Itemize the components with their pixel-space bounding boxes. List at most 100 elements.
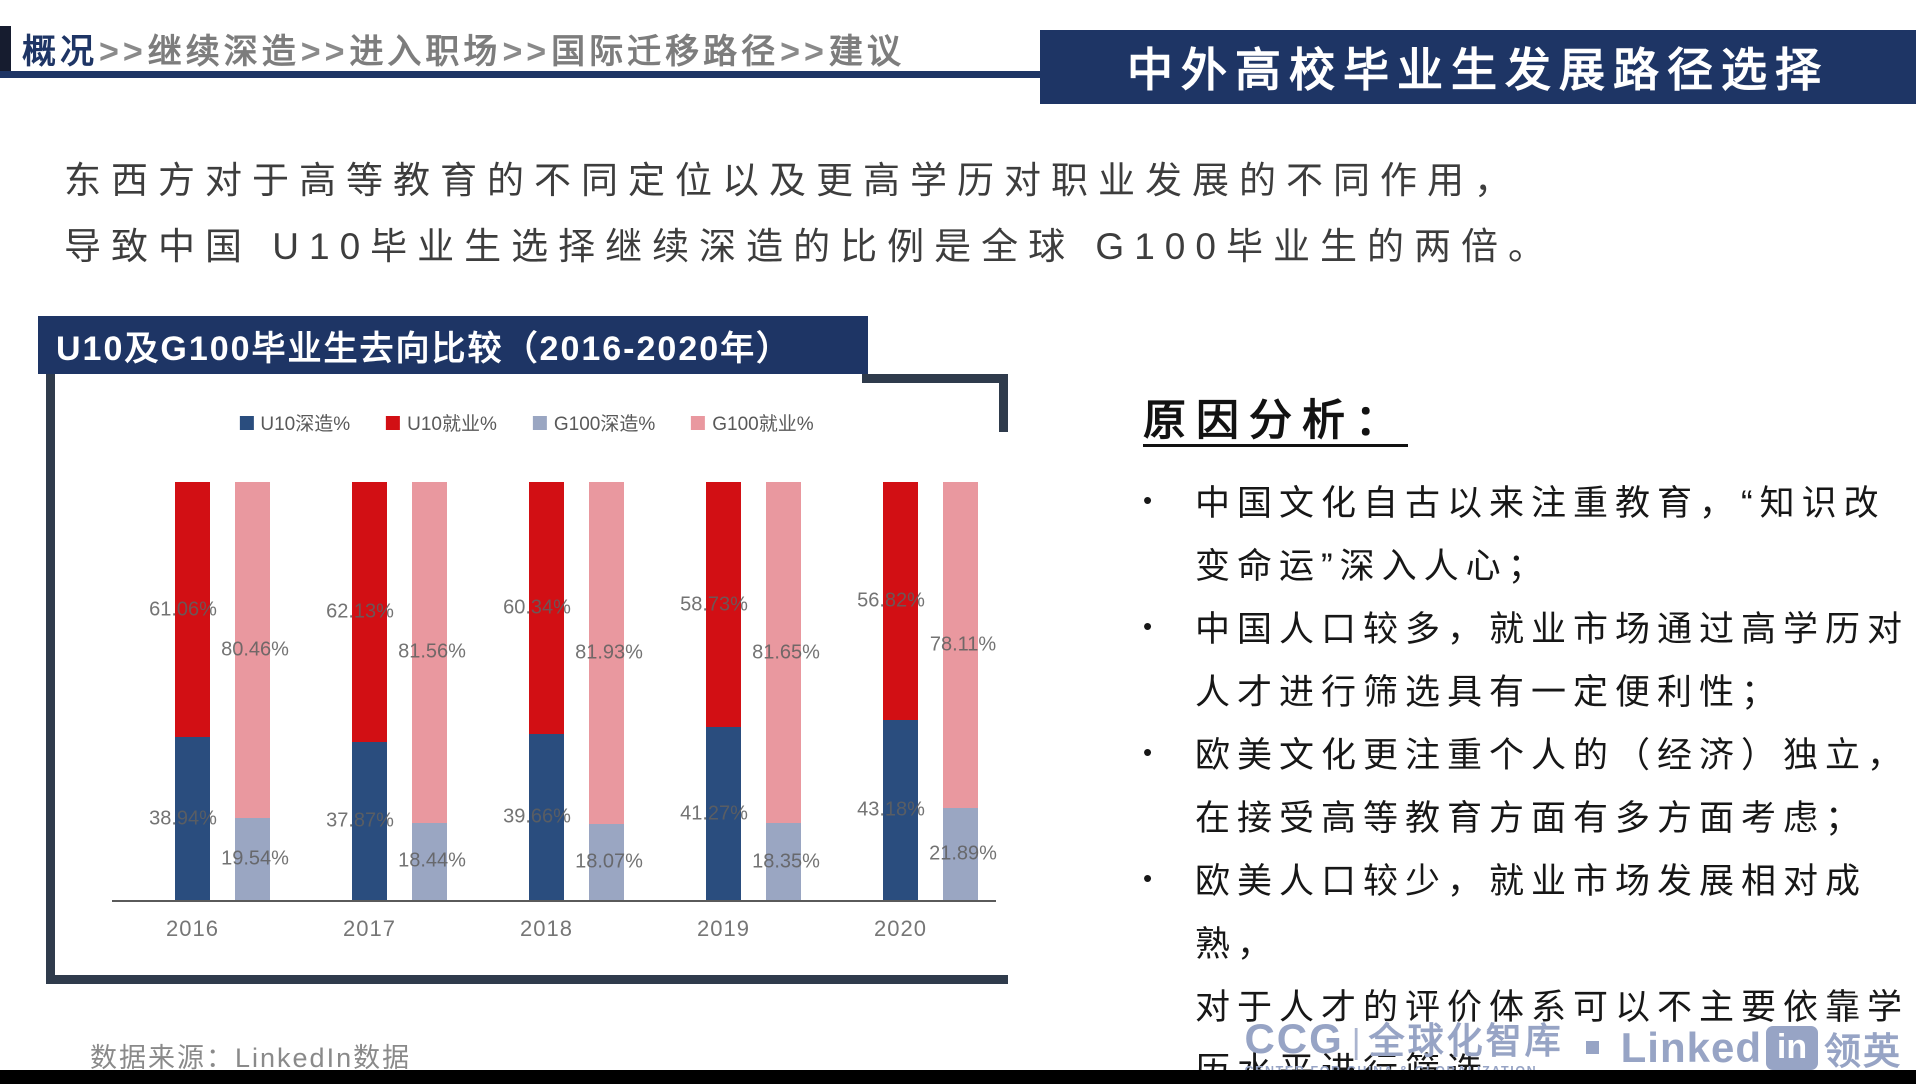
chart-legend: U10深造% U10就业% G100深造% G100就业% [239,409,814,436]
bar-g100-jiuye-2016 [235,482,270,819]
bar-u10-jiuye-2016 [175,482,210,738]
breadcrumb-separator: >> [502,33,551,71]
chart-frame-right [999,374,1008,432]
chart-frame-bottom [46,975,1008,984]
intro-line-2: 导致中国 U10毕业生选择继续深造的比例是全球 G100毕业生的两倍。 [64,225,1555,267]
bar-u10-shenzao-2019 [706,727,741,900]
stacked-bar-chart: U10深造% U10就业% G100深造% G100就业% 38.94% 61.06% 1… [54,373,999,975]
bar-g100-shenzao-2020 [943,808,978,900]
analysis-bullet-1: • 中国文化自古以来注重教育，“知识改 变命运”深入人心； [1143,472,1916,598]
value-label-u10-shenzao-2019: 41.27% [680,802,748,825]
legend-label: G100深造% [553,414,656,435]
value-label-g100-shenzao-2019: 18.35% [752,850,820,873]
value-label-g100-shenzao-2017: 18.44% [398,849,466,872]
value-label-g100-shenzao-2018: 18.07% [575,850,643,873]
bar-g100-shenzao-2018 [589,824,624,900]
value-label-g100-shenzao-2020: 21.89% [929,842,997,865]
chart-frame-top [862,374,1008,383]
legend-item: G100深造% [532,409,656,436]
breadcrumb-item-1[interactable]: 概况 [22,33,98,71]
x-axis-tick-label: 2017 [343,916,396,941]
value-label-u10-shenzao-2018: 39.66% [503,805,571,828]
value-label-u10-shenzao-2017: 37.87% [326,809,394,832]
bullet-text: 中国人口较多，就业市场通过高学历对 人才进行筛选具有一定便利性； [1195,610,1910,712]
analysis-heading: 原因分析： [1143,397,1408,445]
legend-label: U10就业% [407,414,497,435]
analysis-bullet-4: • 欧美人口较少，就业市场发展相对成熟， 对于人才的评价体系可以不主要依靠学 历水… [1143,850,1916,1084]
value-label-g100-jiuye-2016: 80.46% [221,638,289,661]
legend-swatch-icon [532,415,547,430]
legend-item: U10深造% [239,409,350,436]
x-axis-line [112,900,996,902]
footer-logos: CCG | 全球化智库 CENTER FOR CHINA & GLOBALIZA… [1244,1018,1902,1078]
analysis-bullet-3: • 欧美文化更注重个人的（经济）独立， 在接受高等教育方面有多方面考虑； [1143,724,1916,850]
x-axis-tick-label: 2016 [166,916,219,941]
bar-g100-jiuye-2018 [589,482,624,825]
breadcrumb-separator: >> [99,33,147,71]
bar-u10-shenzao-2018 [529,734,564,900]
analysis-bullet-list: • 中国文化自古以来注重教育，“知识改 变命运”深入人心； • 中国人口较多，就业市场… [1143,472,1916,1084]
bullet-text: 中国文化自古以来注重教育，“知识改 变命运”深入人心； [1195,484,1886,586]
bar-u10-shenzao-2016 [175,737,210,900]
ccg-divider: | [1351,1023,1361,1061]
breadcrumb-item-2[interactable]: 继续深造 [147,33,300,71]
breadcrumb-item-4[interactable]: 国际迁移路径 [551,33,780,71]
legend-swatch-icon [239,415,254,430]
left-edge-accent [0,26,11,72]
legend-swatch-icon [691,415,706,430]
linkedin-in-icon: in [1766,1025,1818,1070]
value-label-u10-shenzao-2020: 43.18% [857,798,925,821]
bar-g100-shenzao-2016 [235,818,270,900]
x-axis-tick-label: 2018 [520,916,573,941]
analysis-bullet-2: • 中国人口较多，就业市场通过高学历对 人才进行筛选具有一定便利性； [1143,598,1916,724]
bar-u10-jiuye-2019 [706,482,741,728]
intro-line-1: 东西方对于高等教育的不同定位以及更高学历对职业发展的不同作用， [64,160,1521,201]
bullet-text: 欧美文化更注重个人的（经济）独立， 在接受高等教育方面有多方面考虑； [1195,736,1910,838]
ccg-acronym: CCG [1244,1015,1344,1062]
bar-u10-jiuye-2017 [352,482,387,742]
linkedin-chinese-name: 领英 [1824,1030,1902,1072]
legend-label: G100就业% [712,414,814,435]
intro-paragraph: 东西方对于高等教育的不同定位以及更高学历对职业发展的不同作用， 导致中国 U10… [64,148,1624,280]
bar-g100-shenzao-2017 [412,822,447,900]
value-label-g100-jiuye-2018: 81.93% [575,641,643,664]
breadcrumb-separator: >> [780,33,828,71]
chart-title: U10及G100毕业生去向比较（2016-2020年） [38,316,868,374]
value-label-g100-jiuye-2019: 81.65% [752,641,820,664]
value-label-u10-jiuye-2020: 56.82% [857,589,925,612]
breadcrumb-item-3[interactable]: 进入职场 [349,33,502,71]
linkedin-wordmark: Linked [1620,1023,1762,1071]
data-source-note: 数据来源：LinkedIn数据 [90,1043,412,1073]
bar-g100-jiuye-2019 [766,482,801,824]
value-label-g100-jiuye-2020: 78.11% [929,633,997,656]
bullet-text: 欧美人口较少，就业市场发展相对成熟， 对于人才的评价体系可以不主要依靠学 历水平… [1195,862,1910,1084]
bullet-dot-icon: • [1143,485,1160,515]
linkedin-logo: Linked in 领英 [1621,1021,1902,1075]
ccg-chinese-name: 全球化智库 [1368,1020,1564,1061]
breadcrumb-separator: >> [300,33,349,71]
bullet-dot-icon: • [1143,611,1160,641]
chart-frame-left [46,374,55,984]
legend-label: U10深造% [260,414,351,435]
ccg-logo: CCG | 全球化智库 CENTER FOR CHINA & GLOBALIZA… [1244,1018,1563,1078]
bar-g100-jiuye-2020 [943,482,978,809]
value-label-u10-shenzao-2016: 38.94% [149,807,217,830]
analysis-panel: 原因分析： • 中国文化自古以来注重教育，“知识改 变命运”深入人心； • 中国人口较… [1143,386,1916,1084]
breadcrumb-item-5[interactable]: 建议 [828,33,905,71]
title-banner: 中外高校毕业生发展路径选择 [1040,30,1916,104]
breadcrumb: 概况>>继续深造>>进入职场>>国际迁移路径>>建议 [22,24,905,73]
value-label-g100-jiuye-2017: 81.56% [398,640,466,663]
legend-swatch-icon [386,415,401,430]
bullet-dot-icon: • [1143,863,1160,893]
value-label-u10-jiuye-2017: 62.13% [326,600,394,623]
value-label-u10-jiuye-2019: 58.73% [680,593,748,616]
legend-item: G100就业% [691,409,814,436]
value-label-g100-shenzao-2016: 19.54% [221,847,289,870]
page-title: 中外高校毕业生发展路径选择 [1127,44,1829,96]
value-label-u10-jiuye-2018: 60.34% [503,596,571,619]
bar-u10-shenzao-2017 [352,741,387,900]
bar-u10-jiuye-2018 [529,482,564,735]
bar-g100-shenzao-2019 [766,823,801,900]
bullet-dot-icon: • [1143,737,1160,767]
